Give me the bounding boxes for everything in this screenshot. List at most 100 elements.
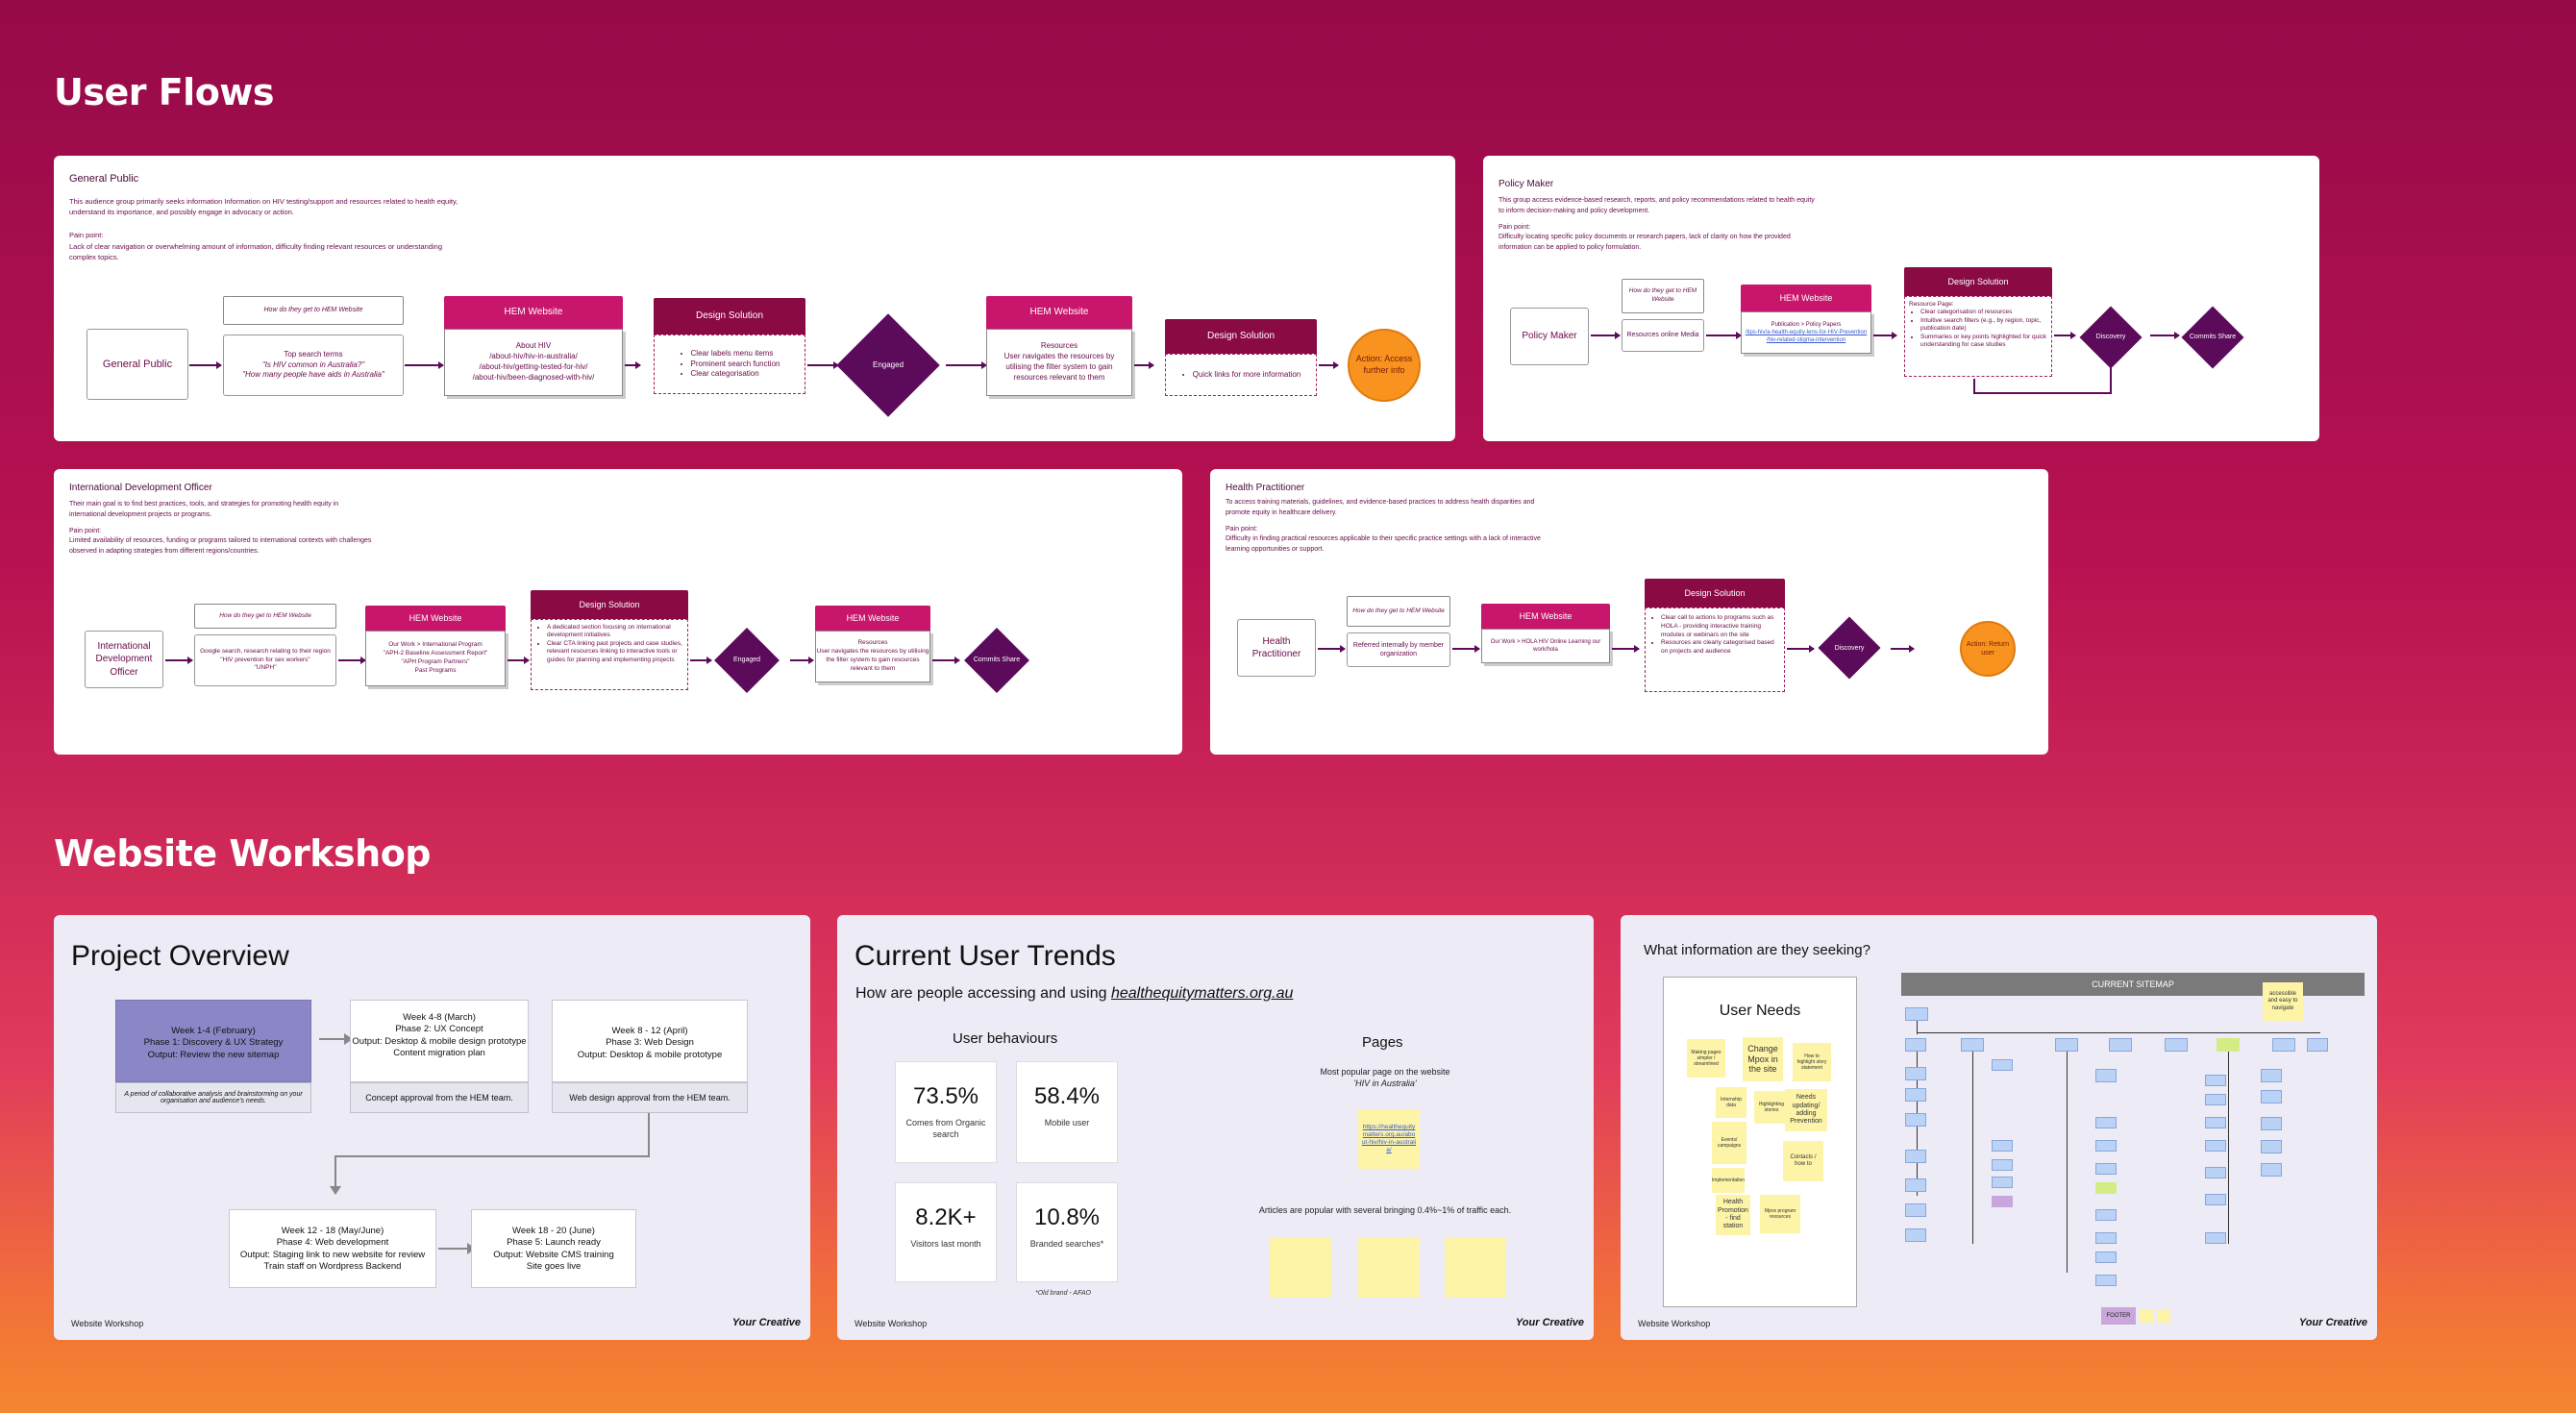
design-solution-list: A dedicated section focusing on internat… [535, 624, 683, 664]
ds-item: Clear CTA linking past projects and case… [547, 640, 683, 664]
hem-website-body: Publication > Policy Papers /tips-hiv/a-… [1741, 311, 1871, 354]
flow-arrow [1591, 332, 1621, 339]
design-solution-list: Quick links for more information [1181, 370, 1300, 381]
general-public-card: General Public This audience group prima… [54, 156, 1455, 441]
sitemap-node [2205, 1075, 2226, 1086]
sitemap-line [1917, 1032, 2320, 1033]
card-title: Policy Maker [1499, 179, 1554, 189]
hem-line: Publication > Policy Papers [1771, 321, 1842, 328]
sitemap-node-highlight [2217, 1038, 2240, 1052]
loop-line [2110, 361, 2112, 394]
how-body: Google search, research relating to thei… [194, 634, 336, 686]
need-sticky: Mpox program resources [1760, 1195, 1800, 1233]
article-sticky [1358, 1238, 1420, 1298]
design-solution-list: Clear call to actions to programs such a… [1649, 614, 1780, 657]
flow-arrow [1891, 645, 1915, 653]
design-solution-body: Clear call to actions to programs such a… [1645, 607, 1785, 692]
hem-website-header: HEM Website [1481, 604, 1610, 629]
card-description: This group access evidence-based researc… [1499, 197, 1815, 214]
how-label: How do they get to HEM Website [223, 296, 404, 325]
stat-label: Mobile user [1044, 1118, 1090, 1128]
hem-website-body: Our Work > HOLA HIV Online Learning our … [1481, 629, 1610, 663]
stat-label: Comes from Organic search [905, 1118, 986, 1139]
flow-arrow [1706, 332, 1742, 339]
flow-arrow [807, 361, 839, 369]
stat-value: 10.8% [1033, 1204, 1101, 1230]
sitemap-node [2261, 1140, 2282, 1153]
user-needs-board: User Needs Making pages simpler / stream… [1663, 977, 1857, 1307]
action-circle: Action: Access further info [1348, 329, 1421, 402]
phase-3-note: Web design approval from the HEM team. [552, 1082, 748, 1113]
hem-website-header: HEM Website [1741, 285, 1871, 311]
flow-arrow [165, 657, 193, 664]
engaged-label: Engaged [732, 657, 761, 664]
flow-arrow [790, 657, 814, 664]
hem-link[interactable]: /tips-hiv/a-health-equity-lens-for-HIV-P… [1745, 329, 1868, 335]
brand-logo: Your Creative [1515, 1317, 1584, 1328]
phase-arrow-head [344, 1033, 353, 1045]
sitemap-node [1905, 1203, 1926, 1217]
design-solution-header: Design Solution [1645, 579, 1785, 607]
how-body: Top search terms "Is HIV common in Austr… [223, 335, 404, 396]
sitemap-node [1905, 1228, 1926, 1242]
hem-line: /about-hiv/hiv-in-australia/ [489, 352, 578, 361]
phase-5: Week 18 - 20 (June) Phase 5: Launch read… [471, 1209, 636, 1288]
design-solution-list: Clear categorisation of resources Intuit… [1909, 309, 2047, 349]
footer-label: Website Workshop [855, 1319, 928, 1328]
discovery-label: Discovery [2095, 334, 2126, 341]
hem-website-body: Resources User navigates the resources b… [815, 631, 930, 682]
sitemap-node [2095, 1140, 2117, 1152]
card-title: General Public [69, 173, 139, 185]
how-label: How do they get to HEM Website [1347, 596, 1450, 627]
flow-arrow [508, 657, 530, 664]
phase-arrow [319, 1038, 344, 1040]
sitemap-node [1992, 1159, 2013, 1171]
flow-arrow [932, 657, 960, 664]
user-flows-title: User Flows [54, 71, 275, 113]
pain-label: Pain point: [1499, 224, 1531, 231]
footer-label: Website Workshop [1638, 1319, 1711, 1328]
user-needs-title: User Needs [1719, 1003, 1801, 1019]
pain-point: Limited availability of resources, fundi… [69, 537, 372, 555]
need-sticky: Contacts / how to [1783, 1141, 1823, 1181]
hem-link[interactable]: /hiv-related-stigma-intervention [1766, 337, 1846, 344]
sitemap-node [2261, 1117, 2282, 1130]
design-solution-header: Design Solution [1904, 267, 2052, 296]
popular-link-sticky[interactable]: https://healthequitymatters.org.au/about… [1358, 1109, 1420, 1169]
pain-label: Pain point: [69, 231, 104, 239]
site-link[interactable]: healthequitymatters.org.au [1110, 985, 1294, 1002]
how-line: Top search terms [284, 349, 343, 359]
sitemap-node [1905, 1038, 1926, 1052]
flow-arrow [690, 657, 712, 664]
design-solution-header: Design Solution [531, 590, 688, 619]
sitemap-node [2205, 1167, 2226, 1178]
design-solution-header: Design Solution [1165, 319, 1317, 354]
sitemap-node [2272, 1038, 2295, 1052]
hem-line: /about-hiv/been-diagnosed-with-hiv/ [472, 372, 595, 382]
engaged-label: Engaged [872, 359, 904, 369]
design-solution-body: A dedicated section focusing on internat… [531, 619, 688, 690]
hem-website-header: HEM Website [986, 296, 1132, 329]
stat-card-branded: 10.8% Branded searches* [1016, 1182, 1118, 1282]
hem-line: /about-hiv/getting-tested-for-hiv/ [479, 362, 588, 371]
brand-logo: Your Creative [731, 1317, 801, 1328]
sitemap-node [1905, 1113, 1926, 1127]
need-sticky: Health Promotion - find station [1716, 1195, 1750, 1235]
sitemap-node [2095, 1117, 2117, 1128]
start-node: General Public [87, 329, 188, 400]
footer-sticky [2140, 1309, 2153, 1323]
sitemap-node [2095, 1209, 2117, 1221]
need-sticky: Implementation [1712, 1168, 1745, 1193]
sitemap-footer-node: FOOTER [2101, 1307, 2136, 1325]
ds-item: Clear categorisation of resources [1920, 309, 2047, 316]
hem-line: About HIV [515, 341, 552, 351]
design-solution-body: Quick links for more information [1165, 354, 1317, 396]
sitemap-node [2109, 1038, 2132, 1052]
stat-card-mobile: 58.4% Mobile user [1016, 1061, 1118, 1163]
article-sticky [1270, 1238, 1331, 1298]
need-sticky: Internship data [1716, 1087, 1746, 1118]
card-description: This audience group primarily seeks info… [69, 197, 458, 217]
phase-1-note: A period of collaborative analysis and b… [115, 1082, 311, 1113]
sitemap-node [2055, 1038, 2078, 1052]
how-label: How do they get to HEM Website [1622, 279, 1704, 313]
